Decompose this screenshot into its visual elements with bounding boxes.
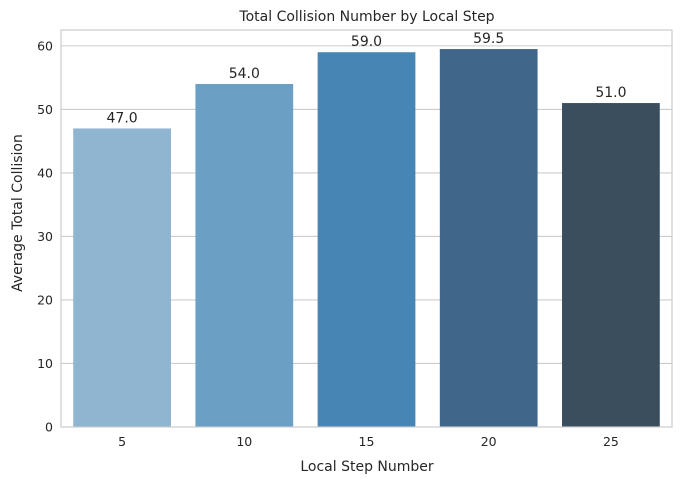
y-tick-label: 50 [37, 102, 53, 117]
bars [73, 49, 660, 428]
x-tick-label: 15 [359, 434, 375, 449]
x-axis-ticks: 5 10 15 20 25 [118, 434, 619, 449]
data-label-10: 54.0 [229, 66, 260, 82]
bar-25 [562, 103, 660, 427]
bar-20 [439, 49, 538, 427]
x-tick-label: 20 [481, 434, 497, 449]
y-axis-ticks: 0 10 20 30 40 50 60 [37, 38, 53, 434]
chart-title: Total Collision Number by Local Step [238, 9, 494, 25]
bar-10 [195, 83, 294, 427]
y-tick-label: 30 [37, 229, 53, 244]
data-label-5: 47.0 [107, 110, 138, 126]
data-label-20: 59.5 [473, 31, 504, 47]
y-tick-label: 0 [45, 420, 53, 435]
data-labels: 47.0 54.0 59.0 59.5 51.0 [107, 31, 627, 126]
bar-5 [73, 128, 171, 427]
data-label-15: 59.0 [351, 34, 382, 50]
x-tick-label: 10 [236, 434, 252, 449]
y-axis-label: Average Total Collision [10, 134, 26, 292]
x-tick-label: 25 [603, 434, 619, 449]
y-tick-label: 20 [37, 292, 53, 307]
y-tick-label: 60 [37, 38, 53, 53]
bar-15 [317, 52, 416, 428]
x-axis-label: Local Step Number [300, 459, 434, 475]
data-label-25: 51.0 [595, 85, 626, 101]
plot-frame [60, 29, 673, 428]
y-tick-label: 10 [37, 356, 53, 371]
y-tick-label: 40 [37, 165, 53, 180]
x-tick-label: 5 [118, 434, 126, 449]
